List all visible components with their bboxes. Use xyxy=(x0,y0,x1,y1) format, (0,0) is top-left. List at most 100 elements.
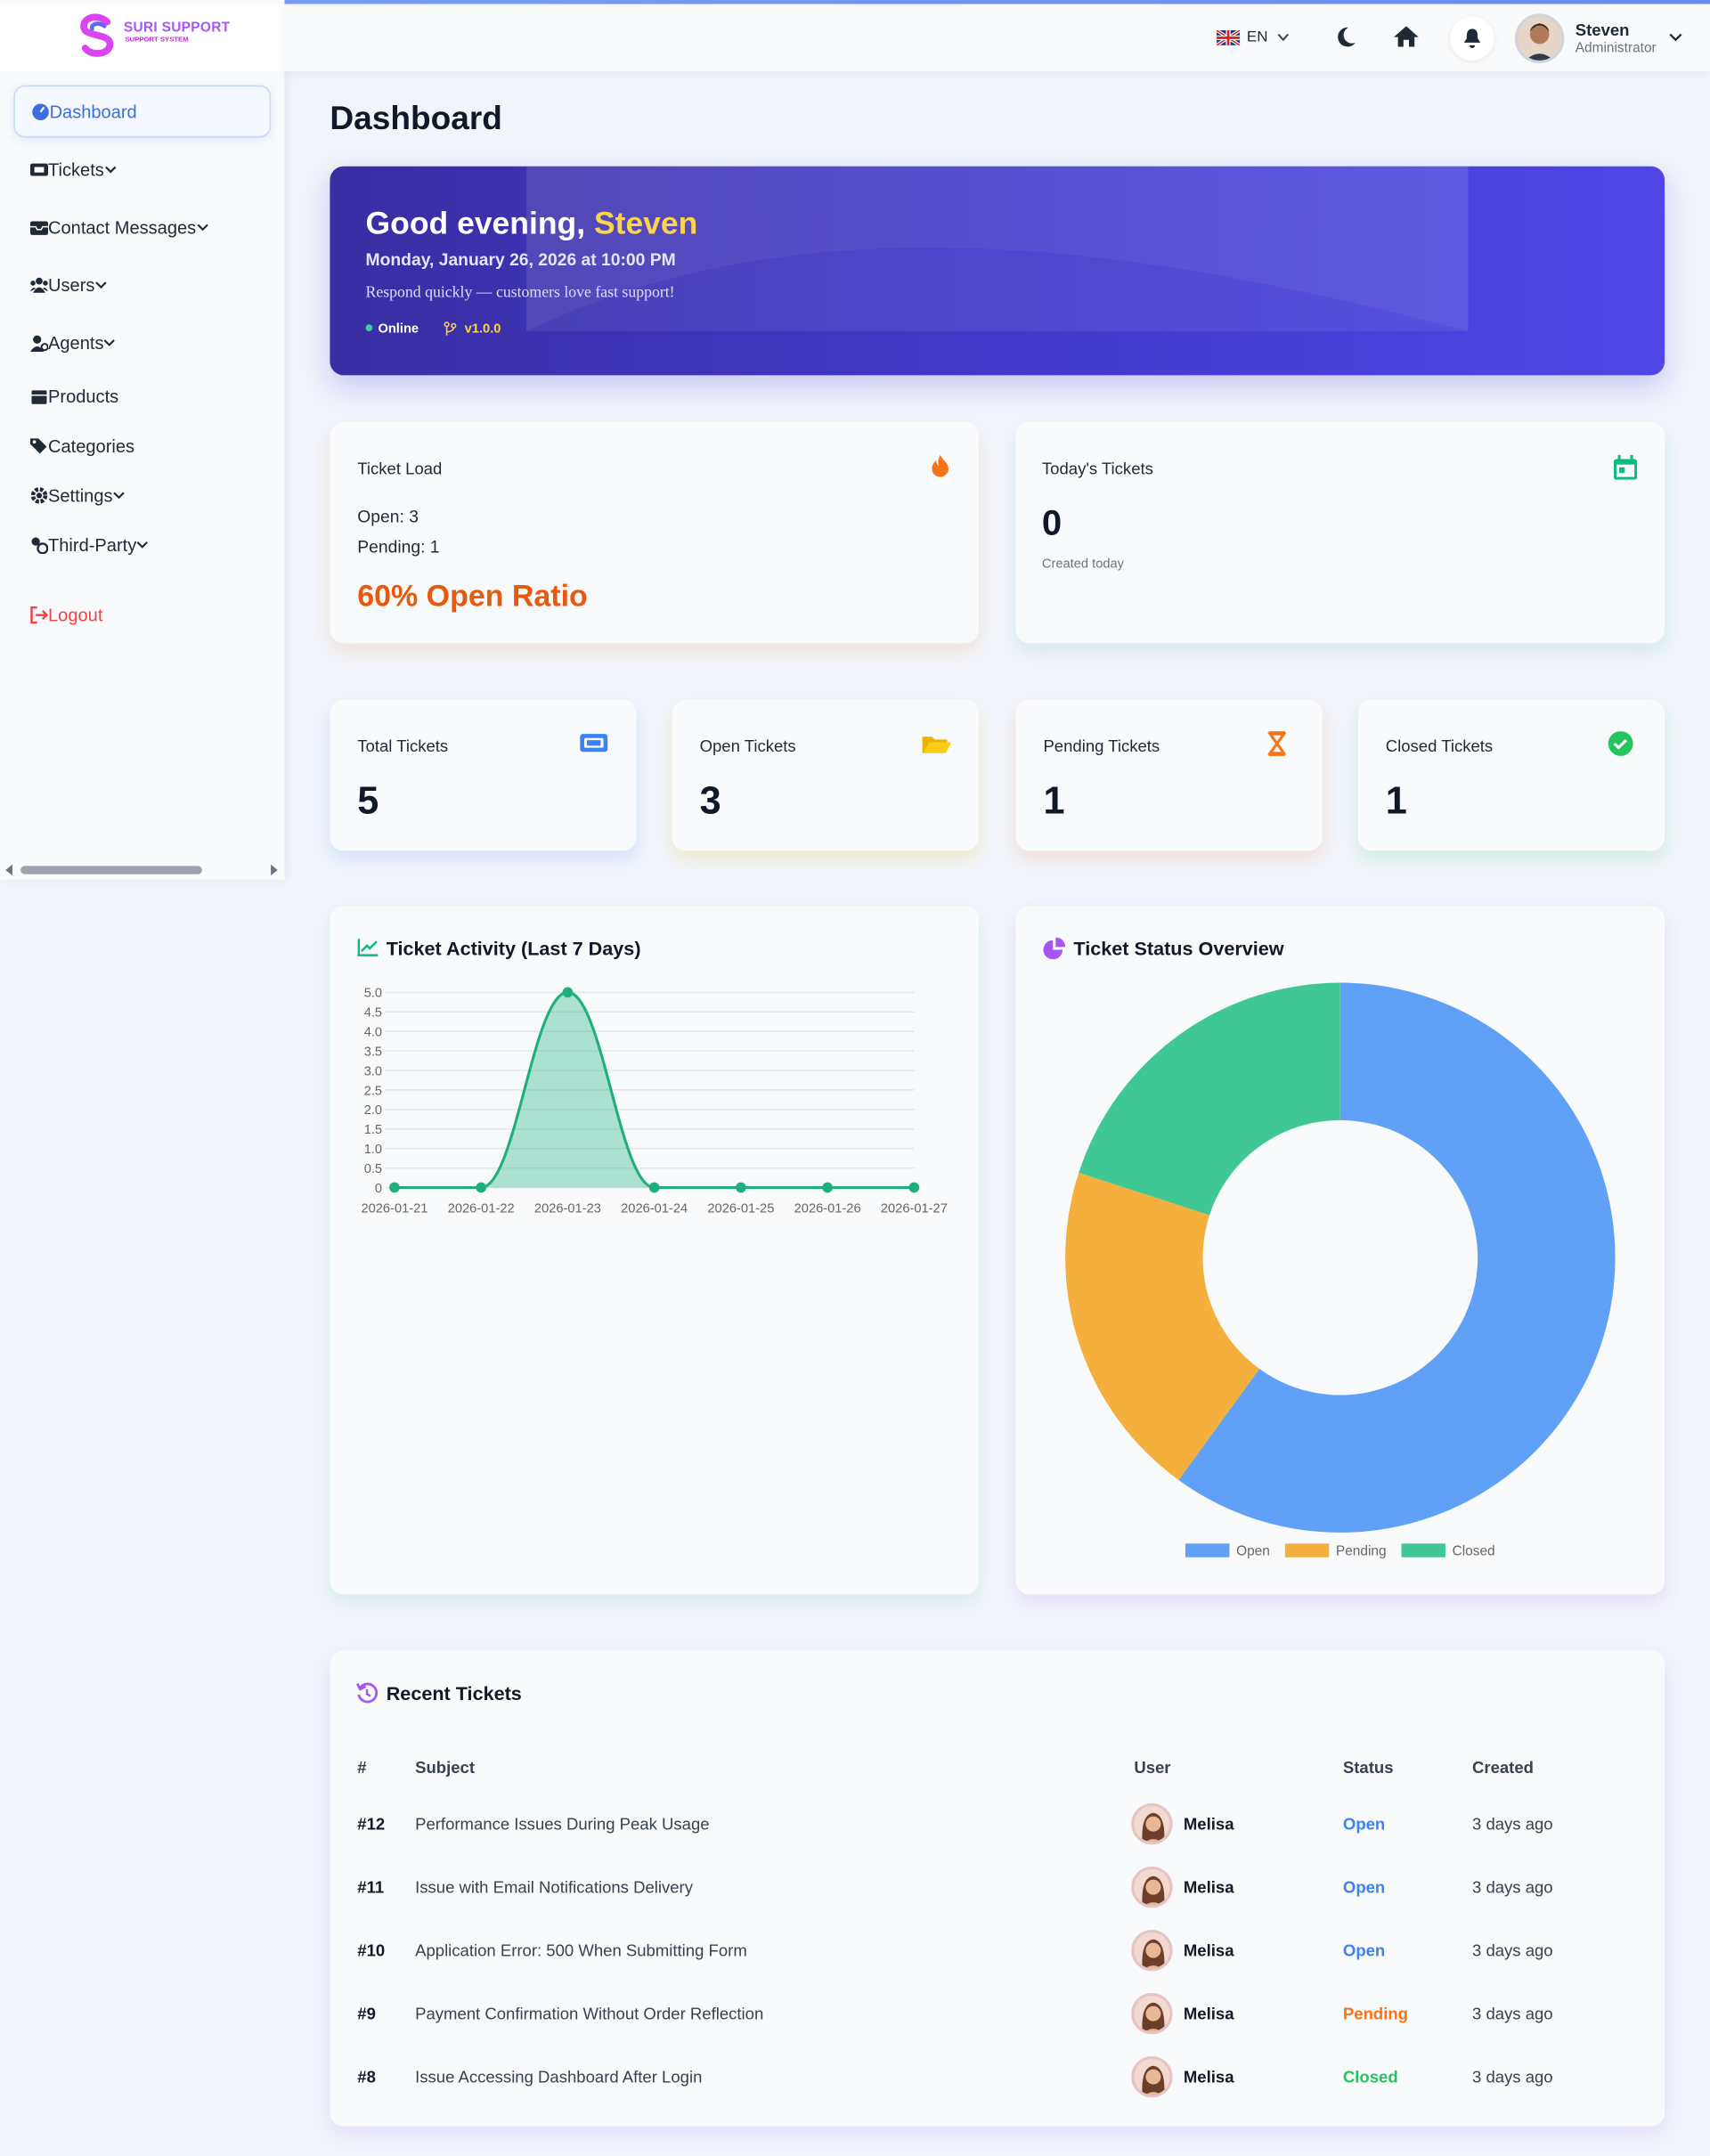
column-header: Subject xyxy=(415,1758,476,1778)
ticket-user: Melisa xyxy=(1183,1814,1234,1834)
ticket-row[interactable]: #11 Issue with Email Notifications Delive… xyxy=(330,1856,1665,1919)
avatar-art xyxy=(1525,23,1554,61)
banner-datetime: Monday, January 26, 2026 at 10:00 PM xyxy=(365,249,676,270)
user-name: Steven xyxy=(1575,20,1630,40)
logo[interactable]: SURI SUPPORT SUPPORT SYSTEM xyxy=(0,4,285,72)
ticket-user: Melisa xyxy=(1183,1940,1234,1960)
stat-value: 1 xyxy=(1385,779,1407,822)
greeting-name: Steven xyxy=(593,204,698,241)
nav-label: Dashboard xyxy=(49,101,137,122)
welcome-banner: Good evening, Steven Monday, January 26,… xyxy=(330,166,1665,376)
greeting: Good evening, Steven xyxy=(366,205,698,242)
user-avatar[interactable] xyxy=(1514,13,1565,63)
avatar-art xyxy=(1142,2065,1165,2095)
language-chevron[interactable] xyxy=(1277,33,1290,42)
branch-icon xyxy=(444,321,457,336)
ticket-id: #9 xyxy=(357,2004,376,2023)
logo-tagline: SUPPORT SYSTEM xyxy=(125,36,189,45)
avatar-art xyxy=(1142,2002,1165,2032)
ticket-subject: Performance Issues During Peak Usage xyxy=(415,1814,710,1834)
stat-icon xyxy=(922,736,952,753)
nav-icon xyxy=(29,334,49,352)
nav-icon xyxy=(29,220,49,235)
user-avatar xyxy=(1131,1802,1173,1845)
user-menu-chevron[interactable] xyxy=(1669,33,1682,43)
nav-icon xyxy=(29,162,49,175)
nav-chevron[interactable] xyxy=(196,221,208,233)
nav-label: Users xyxy=(48,273,95,296)
logout-icon xyxy=(30,606,49,623)
notifications[interactable] xyxy=(1450,16,1494,61)
language[interactable]: EN xyxy=(1246,28,1268,45)
logout-label: Logout xyxy=(48,604,103,625)
chart-line-icon xyxy=(357,939,379,956)
nav-icon xyxy=(29,437,47,453)
nav-chevron[interactable] xyxy=(113,489,126,501)
nav-item[interactable]: Contact Messages xyxy=(13,200,271,253)
flag-icon xyxy=(1216,29,1241,45)
open-count: Open: 3 xyxy=(357,507,419,527)
ticket-id: #12 xyxy=(357,1814,386,1834)
ticket-user: Melisa xyxy=(1183,2067,1234,2087)
nav-chevron[interactable] xyxy=(136,538,149,550)
nav-item[interactable]: Users xyxy=(13,258,271,311)
banner-message: Respond quickly — customers love fast su… xyxy=(365,284,675,302)
ticket-created: 3 days ago xyxy=(1471,2067,1553,2087)
column-header: Created xyxy=(1471,1758,1534,1778)
nav-item[interactable]: Third-Party xyxy=(13,518,271,571)
fire-icon xyxy=(932,454,949,477)
nav-item[interactable]: Tickets xyxy=(13,143,271,196)
pending-count: Pending: 1 xyxy=(357,537,440,557)
nav-icon xyxy=(29,276,49,292)
topbar: EN Steven Administrator xyxy=(284,4,1710,72)
ticket-row[interactable]: #12 Performance Issues During Peak Usage M… xyxy=(330,1793,1665,1856)
nav-item[interactable]: Products xyxy=(13,370,271,422)
avatar-art xyxy=(1142,1939,1165,1969)
ticket-id: #10 xyxy=(357,1940,386,1960)
banner-version: v1.0.0 xyxy=(464,321,501,338)
ticket-row[interactable]: #9 Payment Confirmation Without Order Ref… xyxy=(330,1982,1665,2046)
home-button[interactable] xyxy=(1392,25,1420,48)
nav-item[interactable]: Settings xyxy=(13,468,271,521)
chart-title: Ticket Activity (Last 7 Days) xyxy=(386,937,641,960)
nav-label: Contact Messages xyxy=(48,216,197,238)
today-card: Today's Tickets 0 Created today xyxy=(1015,421,1665,644)
stat-value: 5 xyxy=(357,779,379,822)
nav-item[interactable]: Agents xyxy=(13,316,271,369)
stat-value: 1 xyxy=(1043,779,1065,822)
nav-chevron[interactable] xyxy=(94,279,107,291)
logo-name: SURI SUPPORT xyxy=(123,20,231,37)
nav-chevron[interactable] xyxy=(104,163,117,175)
scroll-left[interactable] xyxy=(5,864,13,876)
ticket-row[interactable]: #10 Application Error: 500 When Submittin… xyxy=(330,1919,1665,1982)
nav-label: Products xyxy=(48,385,119,407)
recent-tickets-card: Recent Tickets # Subject User Status Created… xyxy=(330,1650,1665,2127)
tickets-table: # Subject User Status Created #12 Performance … xyxy=(330,1736,1665,2120)
user-avatar xyxy=(1131,2055,1173,2098)
user-avatar xyxy=(1131,1929,1173,1972)
nav-item[interactable]: Categories xyxy=(13,419,271,472)
open-ratio: 60% Open Ratio xyxy=(357,578,588,614)
scroll-right[interactable] xyxy=(271,864,279,876)
stat-icon xyxy=(1267,731,1287,756)
ticket-subject: Application Error: 500 When Submitting F… xyxy=(415,1940,747,1960)
nav-chevron[interactable] xyxy=(104,336,117,348)
scroll-thumb[interactable] xyxy=(20,866,202,875)
nav-label: Tickets xyxy=(48,159,104,180)
table-header: # Subject User Status Created xyxy=(330,1736,1665,1799)
sidebar: Dashboard Tickets Contact Messages Users Age… xyxy=(0,0,285,880)
logout[interactable]: Logout xyxy=(13,589,271,641)
theme-toggle[interactable] xyxy=(1335,26,1357,48)
ticket-created: 3 days ago xyxy=(1471,1814,1553,1834)
stat-card: Closed Tickets 1 xyxy=(1357,699,1665,851)
nav-icon xyxy=(32,102,49,120)
ticket-subject: Issue with Email Notifications Delivery xyxy=(415,1877,693,1897)
ticket-status: Closed xyxy=(1342,2067,1398,2087)
pie-icon xyxy=(1043,937,1066,960)
activity-card: Ticket Activity (Last 7 Days) xyxy=(330,906,979,1595)
ticket-row[interactable]: #8 Issue Accessing Dashboard After Login M… xyxy=(330,2046,1665,2109)
nav-icon xyxy=(31,389,47,403)
nav-item[interactable]: Dashboard xyxy=(13,85,272,138)
user-avatar xyxy=(1131,1866,1173,1908)
